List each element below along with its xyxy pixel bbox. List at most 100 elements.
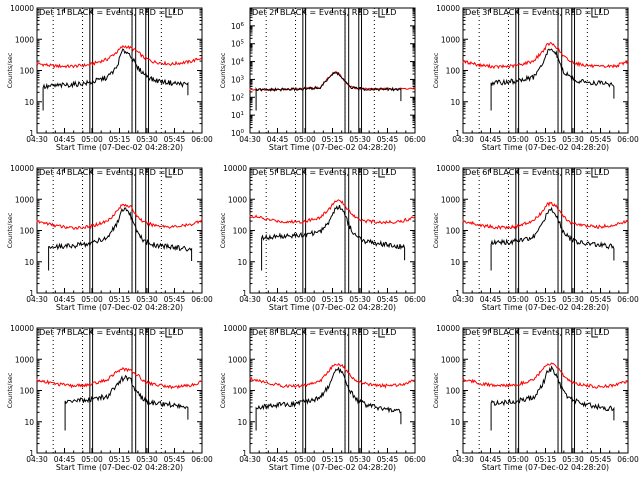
lld-series-line: [36, 367, 202, 390]
panel-title: Det 3f BLACK = Events, RED = LLD: [465, 7, 609, 17]
x-tick-label: 05:00: [81, 455, 103, 464]
x-axis-title: Start Time (07-Dec-02 04:28:20): [482, 463, 609, 472]
x-tick-label: 05:00: [81, 135, 103, 144]
y-tick-label: 10: [24, 418, 34, 427]
y-tick-label: 10000: [436, 4, 460, 13]
y-tick-label: 100: [20, 227, 35, 236]
y-tick-label: 10000: [10, 164, 34, 173]
x-tick-label: 05:30: [136, 135, 158, 144]
plot-frame: [462, 7, 629, 134]
y-tick-label: 1: [29, 129, 34, 138]
x-tick-label: 05:30: [349, 135, 371, 144]
x-tick-label: 05:30: [136, 455, 158, 464]
y-tick-label: 1000: [441, 355, 460, 364]
y-tick-label: 10000: [10, 324, 34, 333]
event-flag-mark: [591, 8, 598, 18]
lld-series-line: [249, 199, 416, 225]
x-tick-label: 06:00: [404, 135, 426, 144]
y-tick-label: 102: [231, 93, 244, 102]
x-tick-label: 05:15: [322, 455, 344, 464]
x-tick-label: 04:30: [239, 455, 261, 464]
x-tick-label: 05:15: [109, 455, 131, 464]
y-tick-label: 10000: [436, 324, 460, 333]
plot-frame: [36, 167, 203, 294]
x-tick-label: 05:15: [322, 295, 344, 304]
x-tick-label: 05:15: [109, 295, 131, 304]
plot-frame: [36, 327, 203, 454]
x-tick-label: 05:00: [294, 295, 316, 304]
x-tick-label: 04:30: [26, 455, 48, 464]
x-tick-label: 05:15: [322, 135, 344, 144]
y-axis-title: Counts/sec: [6, 372, 14, 408]
y-tick-label: 10000: [223, 164, 247, 173]
x-axis-title: Start Time (07-Dec-02 04:28:20): [269, 303, 396, 312]
x-tick-label: 06:00: [617, 295, 639, 304]
events-series-line: [255, 71, 402, 111]
x-axis-title: Start Time (07-Dec-02 04:28:20): [482, 303, 609, 312]
lld-series-line: [36, 203, 203, 230]
panel-title: Det 2f BLACK = Events, RED = LLD: [252, 7, 396, 17]
x-tick-label: 04:30: [26, 295, 48, 304]
y-axis-title: Counts/sec: [432, 52, 440, 88]
y-tick-label: 100: [446, 67, 461, 76]
y-tick-label: 1000: [15, 195, 34, 204]
events-series-line: [48, 207, 193, 271]
x-tick-label: 05:30: [136, 295, 158, 304]
lld-series-line: [36, 45, 203, 69]
y-tick-label: 10000: [436, 164, 460, 173]
x-tick-label: 05:30: [349, 295, 371, 304]
events-series-line: [490, 48, 615, 111]
x-tick-label: 04:30: [26, 135, 48, 144]
y-tick-label: 1000: [228, 195, 247, 204]
x-tick-label: 06:00: [404, 455, 426, 464]
x-tick-label: 04:30: [452, 455, 474, 464]
x-tick-label: 04:45: [267, 295, 289, 304]
events-series-line: [490, 206, 615, 271]
panel-title: Det 9f BLACK = Events, RED = LLD: [465, 327, 609, 337]
y-axis-title: Counts/sec: [219, 372, 227, 408]
y-tick-label: 10000: [223, 324, 247, 333]
x-tick-label: 05:45: [164, 295, 186, 304]
y-tick-label: 104: [231, 58, 245, 67]
panel-title: Det 7f BLACK = Events, RED = LLD: [39, 327, 183, 337]
events-series-line: [490, 365, 615, 431]
panel-title: Det 5f BLACK = Events, RED = LLD: [252, 167, 396, 177]
y-tick-label: 10: [24, 258, 34, 267]
x-tick-label: 05:00: [507, 295, 529, 304]
event-flag-mark: [591, 168, 598, 178]
event-flag-mark: [378, 8, 385, 18]
y-tick-label: 10: [24, 98, 34, 107]
x-tick-label: 04:45: [54, 455, 76, 464]
plot-frame: [462, 167, 629, 294]
x-tick-label: 05:45: [590, 295, 612, 304]
event-flag-mark: [165, 328, 172, 338]
y-tick-label: 100: [20, 387, 35, 396]
x-tick-label: 05:30: [562, 135, 584, 144]
y-tick-label: 1: [29, 289, 34, 298]
y-tick-label: 10: [237, 258, 247, 267]
x-tick-label: 04:45: [54, 135, 76, 144]
x-tick-label: 05:45: [590, 455, 612, 464]
y-tick-label: 1000: [441, 195, 460, 204]
events-series-line: [255, 366, 402, 431]
y-tick-label: 100: [446, 227, 461, 236]
x-tick-label: 05:00: [507, 455, 529, 464]
x-tick-label: 05:00: [294, 455, 316, 464]
panel-title: Det 6f BLACK = Events, RED = LLD: [465, 167, 609, 177]
event-flag-mark: [165, 8, 172, 18]
plot-frame: [249, 327, 416, 454]
x-tick-label: 04:30: [452, 135, 474, 144]
y-tick-label: 1000: [15, 355, 34, 364]
x-tick-label: 05:00: [81, 295, 103, 304]
y-axis-title: Counts/sec: [432, 372, 440, 408]
x-tick-label: 05:45: [377, 135, 399, 144]
x-tick-label: 05:15: [535, 295, 557, 304]
x-tick-label: 06:00: [191, 295, 213, 304]
event-flag-mark: [378, 328, 385, 338]
x-tick-label: 06:00: [191, 135, 213, 144]
x-tick-label: 04:45: [480, 135, 502, 144]
x-tick-label: 05:30: [562, 455, 584, 464]
y-tick-label: 1000: [441, 35, 460, 44]
y-tick-label: 10: [450, 98, 460, 107]
